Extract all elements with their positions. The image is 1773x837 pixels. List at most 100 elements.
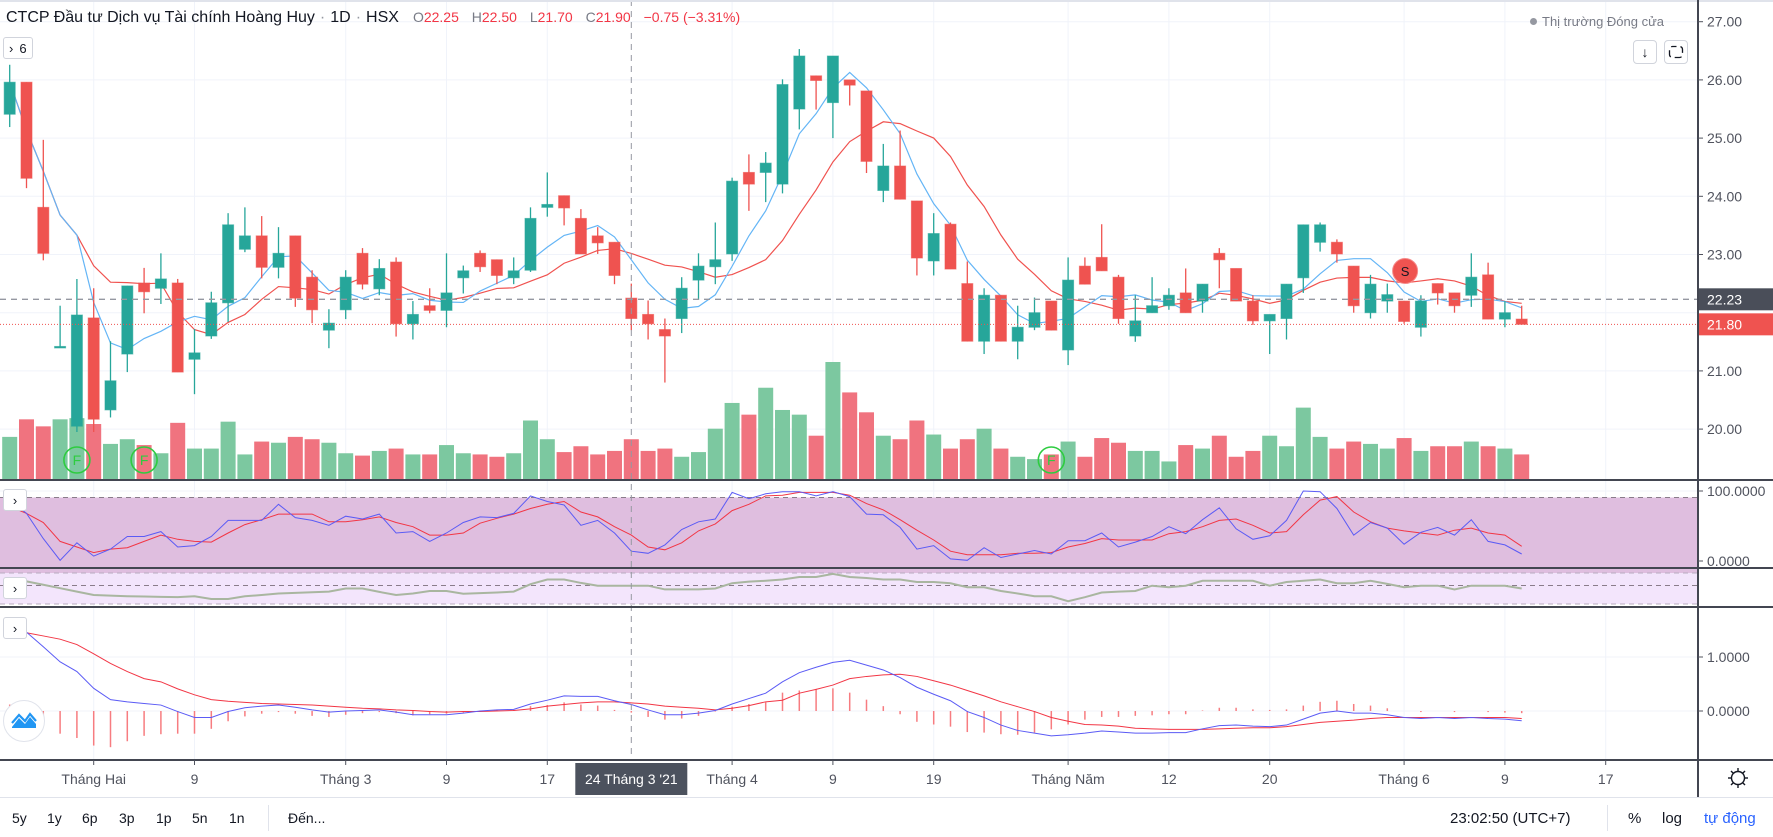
candle <box>188 328 201 395</box>
candle-body <box>709 259 722 268</box>
range-5y-button[interactable]: 5y <box>12 810 27 826</box>
candle <box>1330 239 1343 263</box>
range-5d-button[interactable]: 5n <box>192 810 208 826</box>
bottom-toolbar: 5y 1y 6p 3p 1p 5n 1n Đến... 23:02:50 (UT… <box>0 797 1773 837</box>
volume-bar <box>489 456 505 479</box>
range-1m-button[interactable]: 1p <box>156 810 172 826</box>
time-tick-label: 9 <box>829 771 837 787</box>
range-6m-button[interactable]: 6p <box>82 810 98 826</box>
candle-body <box>1196 283 1209 302</box>
low-label: L <box>529 9 538 25</box>
volume-bar <box>691 452 706 479</box>
indicators-toggle-button[interactable]: › 6 <box>3 37 33 59</box>
range-3m-button[interactable]: 3p <box>119 810 135 826</box>
price-tick-label: 26.00 <box>1707 72 1742 88</box>
candle-body <box>87 317 100 420</box>
pane-divider <box>0 759 1773 761</box>
candle-body <box>1263 313 1276 322</box>
pane-expand-button[interactable]: › <box>3 577 27 599</box>
candle-body <box>1280 283 1293 320</box>
candle <box>154 253 167 304</box>
auto-scale-button[interactable]: tự động <box>1704 810 1756 827</box>
candle-body <box>356 252 369 285</box>
settings-gear-icon[interactable] <box>1727 767 1749 789</box>
volume-bar <box>35 426 51 479</box>
volume-bar <box>657 448 673 479</box>
scroll-to-latest-button[interactable]: ↓ <box>1633 40 1657 64</box>
candle-body <box>860 90 873 162</box>
chevron-right-icon: › <box>12 492 18 508</box>
percent-scale-button[interactable]: % <box>1628 810 1642 827</box>
candle-body <box>20 81 33 179</box>
candle <box>742 154 755 211</box>
market-status: Thị trường Đóng cửa <box>1530 14 1664 29</box>
volume-bar <box>623 439 639 479</box>
volume-bar <box>1178 445 1194 479</box>
pane-divider <box>0 479 1773 481</box>
range-1y-button[interactable]: 1y <box>47 810 62 826</box>
signal-marker-label: F <box>1047 452 1056 468</box>
pane-expand-button[interactable]: › <box>3 489 27 511</box>
candle-body <box>591 235 604 244</box>
candle <box>894 130 907 200</box>
log-scale-button[interactable]: log <box>1662 810 1683 827</box>
volume-bar <box>1363 443 1378 479</box>
interval[interactable]: 1D <box>330 9 351 26</box>
candle-body <box>255 235 268 268</box>
oscillator-2-band <box>0 573 1698 604</box>
candle-body <box>608 241 621 276</box>
candle <box>860 90 873 174</box>
macd-line <box>9 626 1522 737</box>
candle <box>1280 283 1293 340</box>
clock[interactable]: 23:02:50 (UTC+7) <box>1450 810 1571 827</box>
time-tick-label: Tháng 3 <box>320 771 372 787</box>
candle-body <box>3 81 16 115</box>
volume-bar <box>859 412 874 479</box>
volume-bar <box>237 454 253 479</box>
cloud-logo-icon <box>11 712 37 728</box>
candle <box>709 222 722 285</box>
candle-body <box>1297 224 1310 279</box>
candle <box>910 200 923 276</box>
range-1d-button[interactable]: 1n <box>229 810 245 826</box>
candle <box>961 261 974 342</box>
candle-body <box>658 329 671 337</box>
goto-date-button[interactable]: Đến... <box>288 810 326 826</box>
pane-divider <box>0 606 1773 608</box>
status-dot-icon <box>1530 18 1537 25</box>
candle <box>692 253 705 300</box>
candle <box>490 259 503 285</box>
fullscreen-button[interactable] <box>1664 40 1688 64</box>
volume-bar <box>338 453 354 479</box>
tradingview-logo[interactable] <box>3 700 45 742</box>
volume-bar <box>707 428 723 479</box>
signal-marker-circle <box>63 446 91 474</box>
candle-body <box>238 235 251 250</box>
volume-bar <box>1279 446 1294 479</box>
candle <box>1045 300 1058 331</box>
volume-bar <box>539 439 555 479</box>
volume-bar <box>422 454 438 479</box>
volume-bar <box>287 436 303 479</box>
candle <box>390 257 403 337</box>
candle-body <box>944 223 957 270</box>
candle <box>1246 295 1259 325</box>
candle-body <box>1179 292 1192 314</box>
candle <box>457 265 470 294</box>
candle-body <box>877 165 890 191</box>
volume-bar <box>203 448 219 479</box>
crosshair-price-label: 22.23 <box>1707 291 1742 307</box>
volume-bar <box>1111 442 1126 479</box>
volume-bar <box>103 443 118 479</box>
volume-bar <box>1161 461 1177 479</box>
candle <box>423 288 436 314</box>
symbol-title[interactable]: CTCP Đầu tư Dịch vụ Tài chính Hoàng Huy <box>6 9 315 26</box>
candle-body <box>507 270 520 279</box>
candle <box>810 75 823 110</box>
candle <box>1414 295 1427 337</box>
close-value: 21.90 <box>595 9 631 25</box>
volume-bar <box>1060 441 1076 479</box>
pane-expand-button[interactable]: › <box>3 617 27 639</box>
candle-body <box>490 259 503 276</box>
